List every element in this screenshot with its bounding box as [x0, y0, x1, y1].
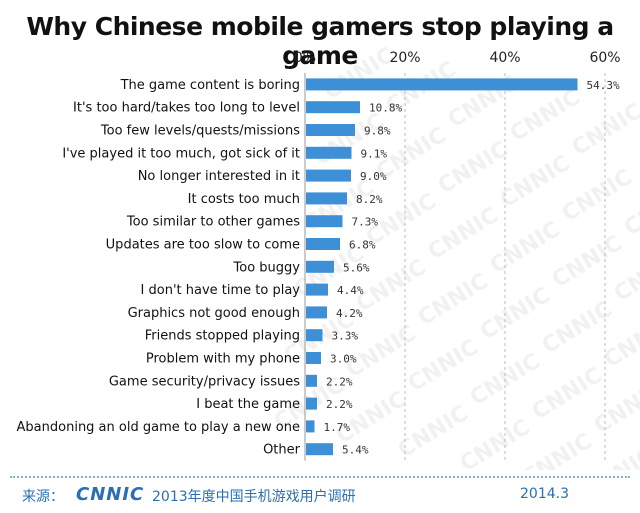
bar-6 [306, 215, 343, 228]
value-label-15: 1.7% [324, 421, 351, 434]
category-label-12: Problem with my phone [146, 352, 300, 367]
bar-15 [306, 420, 315, 433]
category-label-3: I've played it too much, got sick of it [62, 146, 300, 161]
value-label-3: 9.1% [361, 147, 388, 160]
value-label-1: 10.8% [369, 102, 402, 115]
value-label-13: 2.2% [326, 375, 353, 388]
bar-12 [306, 352, 321, 364]
chart-title: Why Chinese mobile gamers stop playing a… [26, 12, 614, 70]
category-label-13: Game security/privacy issues [109, 374, 300, 389]
category-label-14: I beat the game [196, 397, 300, 412]
category-label-6: Too similar to other games [126, 215, 300, 230]
category-label-16: Other [263, 443, 301, 458]
value-label-10: 4.2% [336, 307, 363, 320]
footer-divider [10, 476, 630, 478]
bar-16 [306, 443, 333, 456]
value-label-5: 8.2% [356, 193, 383, 206]
value-label-0: 54.3% [587, 79, 620, 92]
bars [306, 78, 578, 456]
bar-9 [306, 283, 328, 296]
category-label-1: It's too hard/takes too long to level [73, 101, 300, 116]
bar-1 [306, 101, 360, 114]
category-label-7: Updates are too slow to come [106, 238, 300, 253]
value-label-8: 5.6% [343, 261, 370, 274]
value-label-6: 7.3% [352, 216, 379, 229]
x-tick-label-0: 0% [294, 50, 316, 66]
value-label-2: 9.8% [364, 125, 391, 138]
value-label-12: 3.0% [330, 353, 357, 366]
category-label-0: The game content is boring [120, 78, 300, 93]
bar-14 [306, 397, 317, 410]
category-label-9: I don't have time to play [141, 283, 301, 298]
bar-3 [306, 146, 352, 159]
value-label-9: 4.4% [337, 284, 364, 297]
bar-13 [306, 374, 317, 387]
bar-5 [306, 192, 347, 205]
footer: 来源： CNNIC 2013年度中国手机游戏用户调研 2014.3 [0, 484, 640, 508]
gridlines [404, 73, 606, 461]
value-labels: 54.3% 10.8% 9.8% 9.1% 9.0% 8.2% 7.3% 6.8% 5.6% 4.… [324, 79, 620, 457]
bar-0 [306, 78, 578, 91]
value-label-16: 5.4% [342, 444, 369, 457]
bar-8 [306, 260, 334, 273]
bar-2 [306, 124, 355, 136]
value-label-11: 3.3% [332, 330, 359, 343]
value-label-7: 6.8% [349, 239, 376, 252]
cnnic-logo: CNNIC [76, 484, 145, 505]
category-label-11: Friends stopped playing [145, 329, 300, 344]
value-label-14: 2.2% [326, 398, 353, 411]
category-label-10: Graphics not good enough [128, 306, 300, 321]
bar-chart: CNNIC CNNICCNNICCNNICCNNICCNNICCNNICCNNIC… [17, 43, 640, 470]
x-tick-label-2: 40% [489, 50, 520, 66]
x-tick-label-1: 20% [389, 50, 420, 66]
survey-title: 2013年度中国手机游戏用户调研 [152, 489, 356, 505]
category-label-2: Too few levels/quests/missions [100, 124, 300, 139]
category-label-8: Too buggy [233, 260, 301, 275]
category-label-15: Abandoning an old game to play a new one [17, 420, 300, 435]
category-label-4: No longer interested in it [138, 169, 300, 184]
category-label-5: It costs too much [188, 192, 300, 207]
bar-11 [306, 329, 323, 342]
bar-4 [306, 169, 351, 182]
x-axis-ticks: 0% 20% 40% 60% [294, 50, 621, 66]
category-labels: The game content is boring It's too hard/… [17, 78, 301, 458]
bar-7 [306, 238, 340, 250]
source-label: 来源： [22, 489, 64, 505]
bar-10 [306, 306, 327, 319]
report-date: 2014.3 [520, 486, 569, 502]
value-label-4: 9.0% [360, 170, 387, 183]
x-tick-label-3: 60% [589, 50, 620, 66]
